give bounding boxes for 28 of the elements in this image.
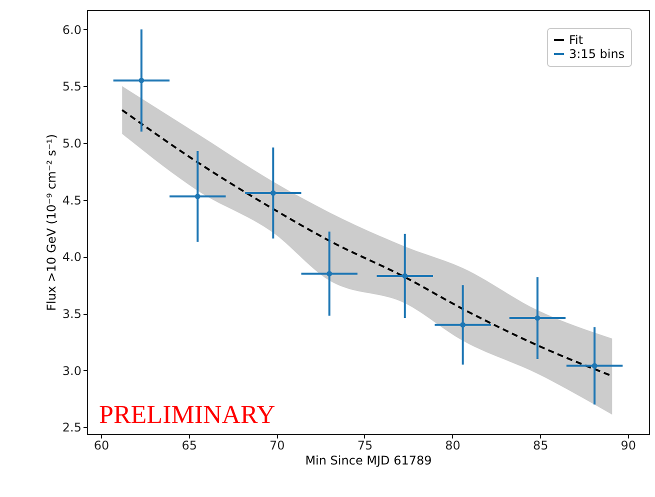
- point: [326, 270, 332, 276]
- annotation: PRELIMINARY: [99, 400, 276, 429]
- y-tick-label: 3.5: [62, 307, 82, 322]
- y-tick-label: 5.5: [62, 80, 82, 94]
- x-axis-title: Min Since MJD 61789: [305, 454, 432, 468]
- x-tick-label: 65: [182, 438, 198, 452]
- y-tick-label: 2.5: [62, 420, 82, 435]
- y-tick-label: 4.5: [62, 193, 82, 208]
- point: [460, 322, 466, 328]
- x-tick-label: 60: [94, 438, 110, 452]
- point: [402, 273, 408, 279]
- x-tick-label: 70: [270, 438, 285, 452]
- legend-label: 3:15 bins: [569, 47, 625, 61]
- legend-label: Fit: [569, 33, 584, 47]
- x-tick-label: 75: [357, 438, 373, 452]
- point: [592, 363, 598, 369]
- point: [138, 78, 144, 84]
- x-tick-label: 80: [445, 438, 460, 452]
- x-tick-label: 90: [620, 438, 636, 452]
- y-axis-title: Flux >10 GeV (10⁻⁹ cm⁻² s⁻¹): [44, 134, 58, 311]
- y-tick-label: 5.0: [62, 136, 82, 150]
- point: [534, 315, 540, 321]
- y-tick-label: 4.0: [62, 250, 82, 264]
- y-tick-label: 3.0: [62, 364, 82, 378]
- point: [194, 194, 200, 200]
- x-tick-label: 85: [532, 438, 548, 452]
- point: [270, 190, 276, 196]
- y-tick-label: 6.0: [62, 22, 82, 37]
